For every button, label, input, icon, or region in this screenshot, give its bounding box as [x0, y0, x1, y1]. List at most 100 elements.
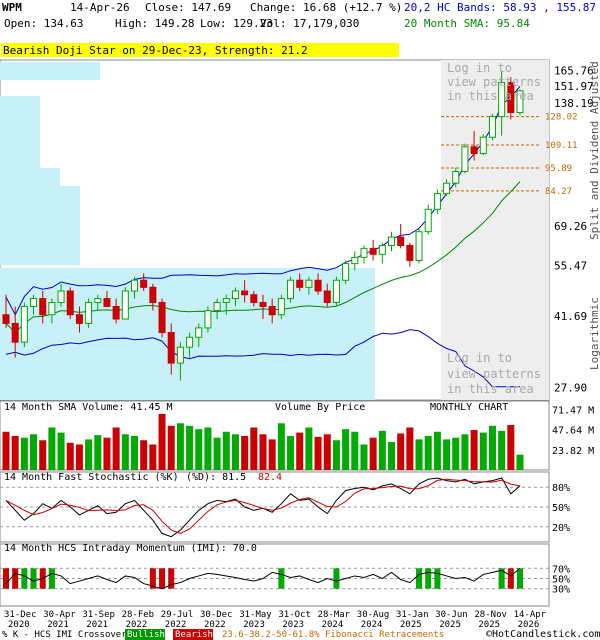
volume-bar-10	[94, 435, 102, 470]
candle-body-39	[360, 247, 368, 258]
volume-axis: 71.47 M 47.64 M 23.82 M	[552, 405, 594, 457]
imi-signal-bar-9	[278, 568, 285, 589]
price-tick-4: 55.47	[554, 259, 587, 272]
header-vol: Vol: 17,179,030	[260, 17, 359, 30]
x-label-year-1: 2021	[47, 620, 69, 630]
volume-bar-56	[516, 454, 524, 470]
volume-bar-6	[57, 432, 65, 470]
volume-bar-29	[268, 439, 276, 470]
volume-bars	[2, 413, 524, 470]
copyright: ©HotCandlestick.com	[486, 629, 600, 640]
candle-body-34	[314, 279, 322, 292]
x-label-year-3: 2022	[126, 620, 148, 630]
log-label: Logarithmic	[588, 297, 600, 370]
candle-body-11	[103, 298, 111, 307]
imi-signal-bar-3	[30, 568, 37, 589]
candle-body-44	[406, 244, 414, 261]
volume-bar-24	[222, 431, 230, 470]
volume-bar-49	[452, 437, 460, 470]
fib-label-3: 84.27	[545, 187, 572, 197]
x-label-month-3: 28-Feb	[122, 610, 155, 620]
stoch-d-line	[5, 478, 521, 534]
x-label-year-11: 2025	[439, 620, 461, 630]
vbp-bar-0	[0, 62, 100, 80]
x-label-year-13: 2026	[518, 620, 540, 630]
price-tick-5: 41.69	[554, 310, 587, 323]
candle-body-3	[30, 298, 38, 307]
candle-body-53	[488, 116, 496, 138]
header-bands: 20,2 HC Bands: 58.93 , 155.87	[404, 1, 596, 14]
header-close: Close: 147.69	[145, 1, 231, 14]
x-label-month-5: 30-Dec	[200, 610, 233, 620]
volume-bar-2	[20, 437, 28, 470]
volume-bar-42	[388, 441, 395, 470]
volume-bar-32	[296, 432, 304, 470]
candle-body-45	[415, 231, 423, 261]
imi-signal-bar-14	[498, 568, 505, 589]
header-low: Low: 129.23	[200, 17, 273, 30]
shaded-pattern-area	[441, 60, 549, 400]
volume-bar-36	[332, 440, 340, 470]
candle-body-31	[287, 279, 295, 300]
candle-body-32	[296, 279, 304, 288]
stoch-tick-2: 20%	[552, 523, 570, 534]
candle-body-51	[470, 146, 478, 155]
volume-bar-5	[48, 427, 56, 470]
login-top-2: view patterns	[447, 75, 541, 89]
monthly-title: MONTHLY CHART	[430, 402, 508, 413]
volume-bar-33	[305, 427, 313, 470]
momentum-bars	[0, 567, 549, 590]
volume-bar-35	[323, 434, 331, 470]
x-label-month-4: 29-Jul	[161, 610, 194, 620]
candle-body-47	[433, 193, 441, 210]
candle-body-55	[507, 82, 515, 113]
login-bottom-1: Log in to	[447, 351, 512, 365]
header-high: High: 149.28	[115, 17, 194, 30]
candle-body-0	[2, 314, 10, 324]
x-label-year-8: 2024	[322, 620, 344, 630]
volume-bar-25	[231, 434, 239, 470]
stoch-tick-0: 80%	[552, 483, 570, 494]
volume-bar-7	[66, 442, 74, 470]
candle-body-37	[342, 263, 350, 281]
imi-signal-bar-12	[425, 568, 432, 589]
candle-body-52	[479, 136, 487, 155]
volume-bar-26	[241, 436, 249, 470]
candle-body-17	[158, 301, 166, 334]
stochastic-lines	[0, 477, 549, 538]
x-label-month-2: 31-Sep	[82, 610, 115, 620]
x-label-year-7: 2023	[282, 620, 304, 630]
vbp-bar-11	[0, 363, 375, 400]
volume-bar-40	[369, 437, 377, 470]
stoch-d-title: (%D): 81.5	[186, 472, 246, 483]
candle-body-36	[332, 279, 340, 303]
candle-body-2	[20, 305, 28, 343]
lower-band	[5, 329, 520, 388]
volume-by-price-bars	[0, 62, 375, 400]
momentum-title: 14 Month HCS Intraday Momentum (IMI): 70…	[4, 543, 257, 554]
imi-signal-bar-5	[48, 568, 55, 589]
volume-title: 14 Month SMA Volume: 41.45 M	[4, 402, 173, 413]
candle-body-40	[369, 247, 377, 255]
vbp-bar-9	[0, 240, 80, 265]
x-label-year-5: 2022	[204, 620, 226, 630]
volume-bar-19	[176, 423, 184, 470]
x-label-month-0: 31-Dec	[4, 610, 37, 620]
x-axis-labels: 31-Dec202030-Apr202131-Sep202128-Feb2022…	[4, 610, 547, 630]
vbp-bar-5	[0, 168, 60, 186]
volume-bar-53	[488, 425, 496, 470]
volume-bar-3	[30, 434, 38, 470]
bullish-badge	[125, 629, 165, 640]
imi-signal-bar-10	[333, 568, 340, 589]
volume-tick-1: 47.64 M	[552, 426, 594, 437]
candle-body-30	[277, 298, 285, 316]
bearish-label: Bearish	[175, 630, 213, 640]
candle-body-54	[498, 82, 506, 118]
x-label-month-10: 31-Jan	[396, 610, 429, 620]
volume-bar-17	[158, 413, 166, 470]
x-label-month-11: 30-Jun	[435, 610, 468, 620]
volume-tick-0: 71.47 M	[552, 405, 594, 416]
pattern-banner-bg	[1, 43, 399, 57]
vbp-bar-4	[0, 150, 40, 168]
candle-body-43	[397, 236, 405, 246]
